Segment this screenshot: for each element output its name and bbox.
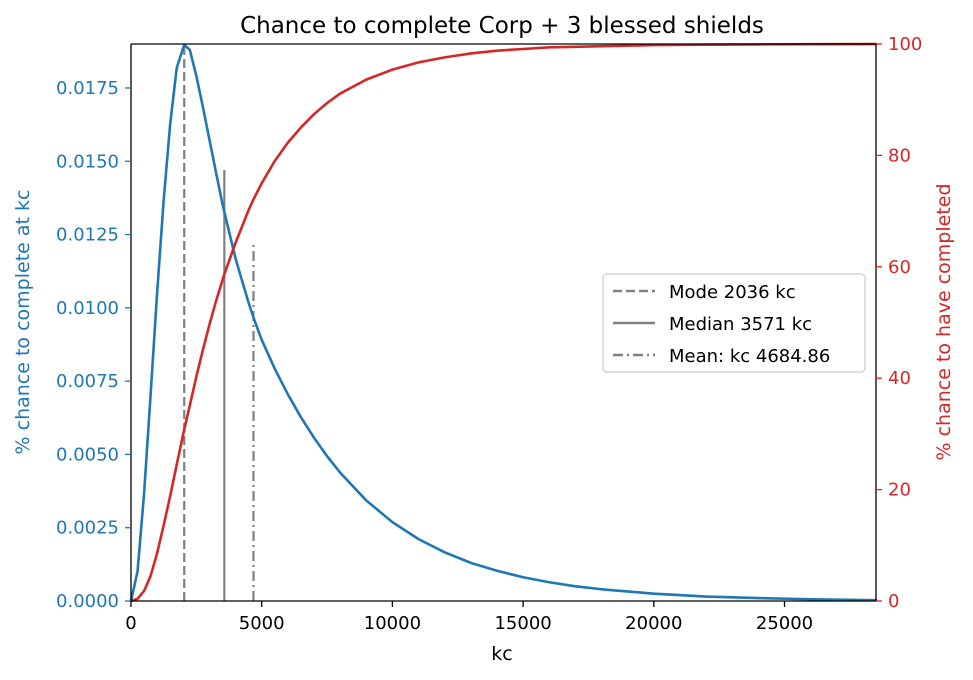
y-right-tick-label: 80 xyxy=(888,145,911,166)
y-right-tick-label: 60 xyxy=(888,257,911,278)
x-tick-label: 0 xyxy=(125,613,136,634)
y-left-tick-label: 0.0025 xyxy=(56,518,119,539)
x-tick-label: 5000 xyxy=(239,613,285,634)
y-right-tick-label: 0 xyxy=(888,591,899,612)
y-right-tick-label: 40 xyxy=(888,368,911,389)
series-line-pmf xyxy=(129,43,878,603)
legend-label: Median 3571 kc xyxy=(669,314,812,335)
legend-label: Mode 2036 kc xyxy=(669,282,796,303)
y-right-tick-label: 100 xyxy=(888,34,922,55)
x-tick-label: 10000 xyxy=(364,613,421,634)
y-left-tick-label: 0.0000 xyxy=(56,591,119,612)
x-tick-label: 20000 xyxy=(625,613,682,634)
series-line-cdf xyxy=(129,42,878,603)
y-left-tick-label: 0.0175 xyxy=(56,78,119,99)
y-left-tick-label: 0.0075 xyxy=(56,371,119,392)
y-left-tick-label: 0.0050 xyxy=(56,444,119,465)
chart-title: Chance to complete Corp + 3 blessed shie… xyxy=(240,13,764,39)
y-right-tick-label: 20 xyxy=(888,480,911,501)
plot-area xyxy=(129,42,878,603)
legend-label: Mean: kc 4684.86 xyxy=(669,346,830,367)
left-y-axis: 0.0000 0.0025 0.0050 0.0075 0.0100 0.0125 0.01… xyxy=(56,78,131,612)
y-left-tick-label: 0.0150 xyxy=(56,151,119,172)
x-tick-label: 15000 xyxy=(494,613,551,634)
x-axis: 0 5000 10000 15000 20000 25000 xyxy=(125,601,813,634)
y-left-tick-label: 0.0125 xyxy=(56,225,119,246)
y-left-tick-label: 0.0100 xyxy=(56,298,119,319)
y-axis-label-left: % chance to complete at kc xyxy=(12,190,34,455)
x-tick-label: 25000 xyxy=(756,613,813,634)
y-axis-label-right: % chance to have completed xyxy=(933,183,955,460)
legend-box xyxy=(602,273,866,373)
legend: Mode 2036 kc Median 3571 kc Mean: kc 4684.… xyxy=(602,273,866,373)
x-axis-label: kc xyxy=(491,643,512,665)
right-y-axis: 0 20 40 60 80 100 xyxy=(876,34,922,612)
